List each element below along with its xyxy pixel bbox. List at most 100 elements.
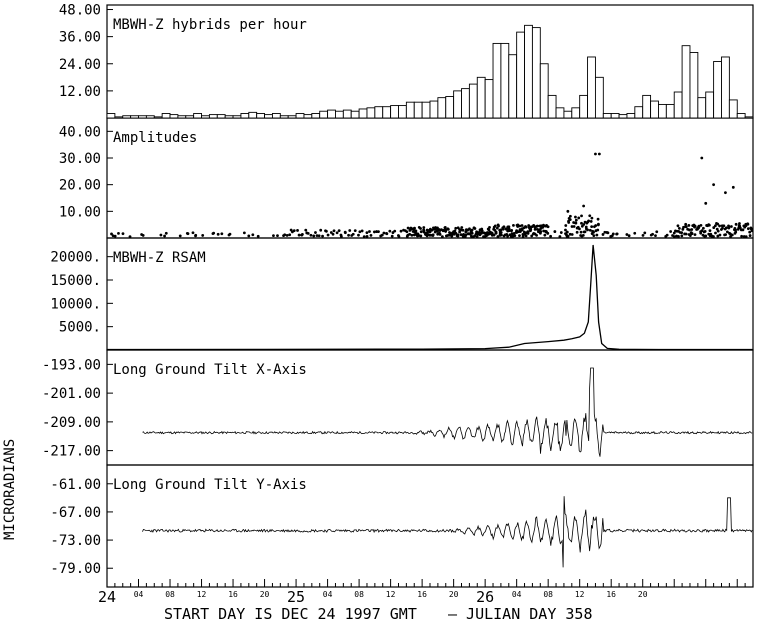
bar [295,113,305,119]
scatter-point [480,227,484,231]
bar [311,113,321,119]
bar [744,116,754,119]
scatter-point [251,233,255,237]
scatter-point [526,232,530,235]
scatter-point [385,232,389,236]
scatter-point [329,231,333,234]
scatter-point [718,224,721,228]
scatter-point [128,235,132,238]
scatter-point [428,230,432,234]
scatter-point [220,232,224,236]
y-tick-label: -79.00 [50,561,101,577]
scatter-point [288,233,292,237]
scatter-point [529,228,532,232]
scatter-point [750,229,754,233]
scatter-point [475,235,479,238]
scatter-point [312,234,316,238]
scatter-point [669,230,673,233]
scatter-point [594,152,597,156]
scatter-point [734,222,738,226]
scatter-point [256,234,260,238]
bar [579,94,589,119]
scatter-point [512,223,515,227]
scatter-point [704,201,708,205]
scatter-point [676,224,680,228]
bar [374,106,384,119]
panel-frame-2 [106,117,754,239]
scatter-point [422,226,426,229]
bar [405,101,415,119]
scatter-point [710,234,714,238]
footer-julian-text: – JULIAN DAY 358 [448,605,593,623]
scatter-point [565,230,569,234]
scatter-point [702,230,706,234]
scatter-point [321,234,324,238]
y-tick-label: 24.00 [59,57,101,73]
bar [248,111,258,119]
scatter-point [410,233,414,237]
scatter-point [730,233,734,237]
bar [398,105,407,119]
scatter-point [507,225,511,229]
scatter-point [530,234,534,238]
scatter-point [716,222,720,226]
scatter-point [715,227,719,231]
bar [130,115,139,119]
scatter-point [654,234,657,238]
scatter-point [594,224,598,227]
bar [728,99,738,119]
rsam-series-line [106,244,753,351]
y-tick-label: 48.00 [59,3,101,19]
scatter-point [419,234,423,238]
scatter-point [216,232,220,236]
bar [145,115,155,119]
scatter-point [440,235,444,239]
scatter-point [611,232,615,236]
scatter-point [742,235,746,238]
bar [453,90,462,119]
scatter-point [688,228,691,232]
x-day-label: 25 [287,588,305,606]
scatter-point [734,228,737,232]
scatter-point [713,224,717,228]
scatter-point [309,233,313,237]
scatter-point [373,230,376,234]
scatter-point [615,232,619,236]
scatter-point [601,233,605,236]
chart-marks [106,9,754,587]
bar [500,42,510,119]
scatter-point [734,230,738,234]
scatter-point [633,231,637,235]
bar [122,115,132,119]
scatter-point [542,223,545,227]
x-hour-label: 08 [165,590,175,599]
scatter-point [470,228,474,232]
scatter-point [319,228,323,232]
panel-frames [106,4,754,588]
scatter-point [347,233,350,237]
scatter-point [283,233,287,237]
scatter-point [377,230,380,234]
scatter-point [535,233,538,237]
x-hour-label: 04 [134,590,144,599]
y-axis-title: MICRORADIANS [2,439,18,540]
scatter-point [744,235,748,239]
scatter-point [337,229,341,233]
x-hour-label: 20 [638,590,648,599]
panel-title-4: Long Ground Tilt X-Axis [113,362,307,378]
scatter-point [365,231,369,235]
scatter-point [559,231,563,234]
scatter-point [574,221,578,225]
scatter-point [485,231,489,234]
scatter-point [194,233,198,237]
bar [350,110,360,119]
scatter-point [570,225,574,228]
y-tick-label: 5000. [59,320,101,336]
scatter-point [272,234,275,238]
bar [531,27,541,119]
scatter-point [641,233,645,237]
scatter-point [700,156,704,160]
scatter-point [501,226,505,230]
bar [358,108,368,119]
scatter-point [746,222,750,226]
